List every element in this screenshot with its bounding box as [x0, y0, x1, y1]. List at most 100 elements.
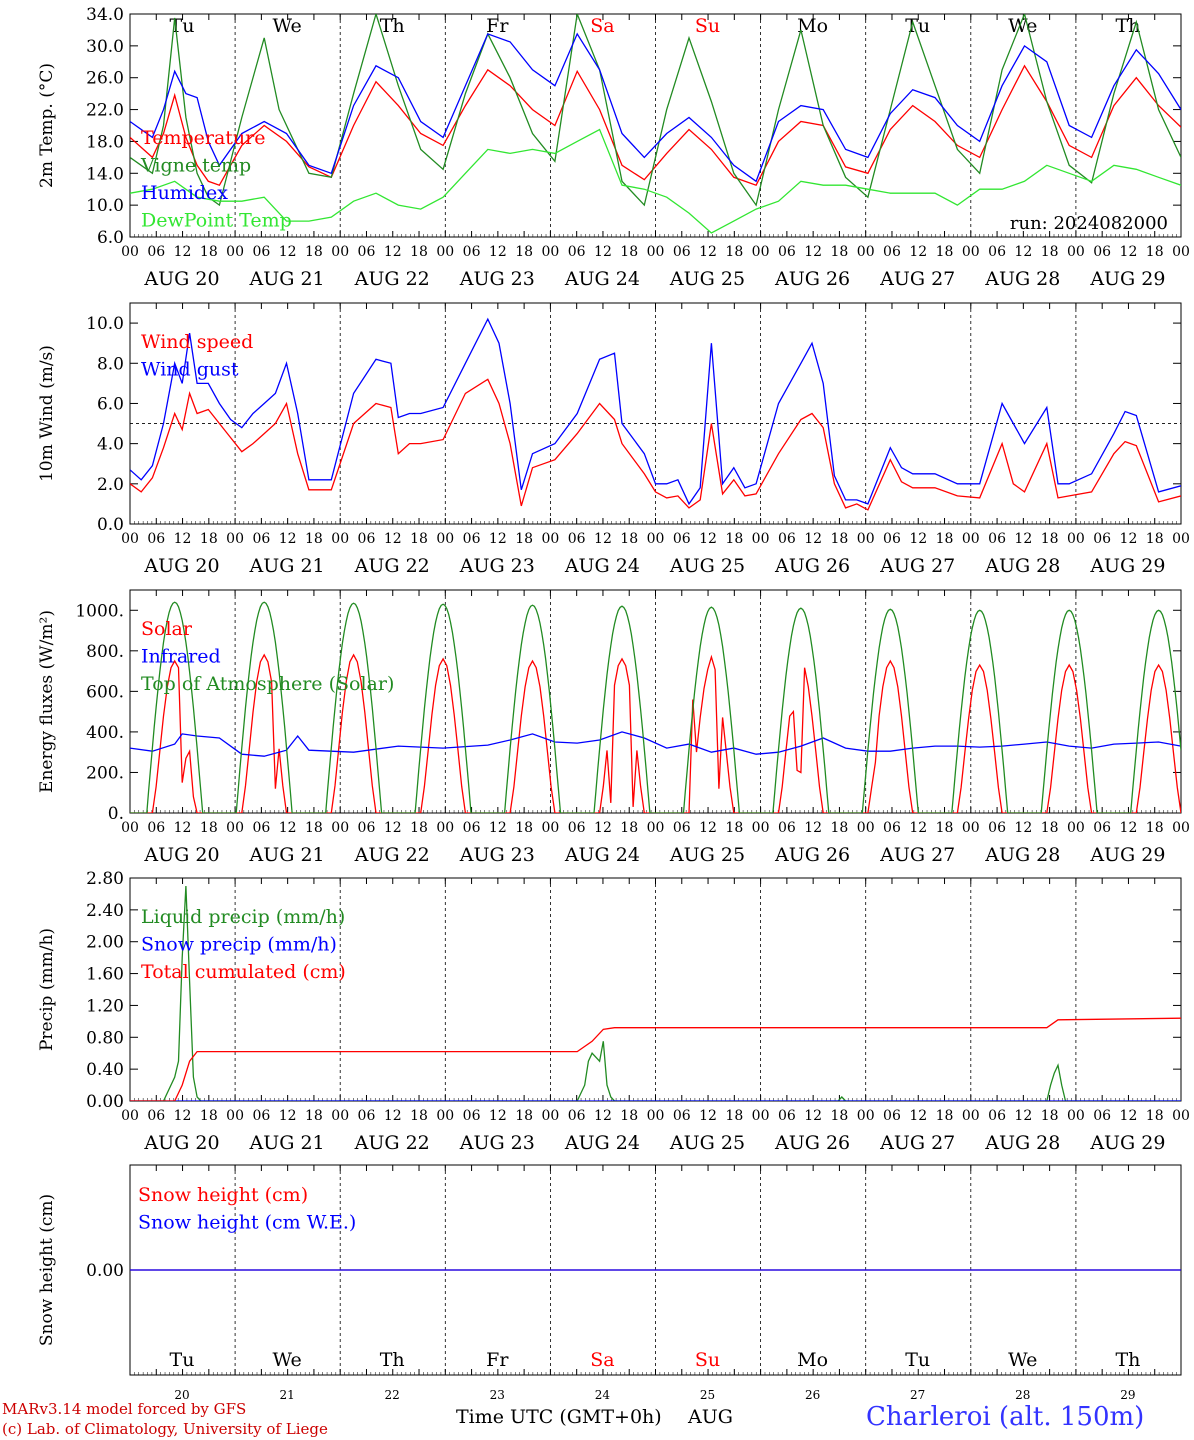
x-hour-label: 06 — [568, 244, 586, 260]
x-hour-label: 18 — [1041, 1108, 1059, 1124]
x-hour-label: 18 — [410, 820, 428, 836]
x-date-label: AUG 20 — [143, 555, 219, 577]
x-hour-label: 06 — [1093, 244, 1111, 260]
x-hour-label: 18 — [620, 820, 638, 836]
x-hour-label: 12 — [1120, 244, 1138, 260]
x-hour-label: 00 — [1067, 1108, 1085, 1124]
x-hour-label: 18 — [831, 531, 849, 547]
y-tick-label: 0.00 — [86, 1092, 124, 1112]
x-hour-label: 18 — [936, 531, 954, 547]
x-hour-label: 00 — [541, 820, 559, 836]
x-hour-label: 06 — [358, 531, 376, 547]
y-tick-label: 30.0 — [86, 37, 124, 57]
x-date-label: AUG 29 — [1089, 844, 1165, 866]
x-hour-label: 00 — [962, 1108, 980, 1124]
weekday-label: Th — [1115, 15, 1140, 37]
y-tick-label: 6.0 — [97, 394, 124, 414]
x-hour-label: 00 — [121, 531, 139, 547]
x-hour-label: 12 — [1014, 1108, 1032, 1124]
x-date-label: AUG 29 — [1089, 268, 1165, 290]
x-hour-label: 18 — [936, 1108, 954, 1124]
x-hour-label: 12 — [384, 820, 402, 836]
x-date-label: AUG 28 — [984, 555, 1060, 577]
x-hour-label: 06 — [252, 820, 270, 836]
x-hour-label: 18 — [620, 244, 638, 260]
x-hour-label: 18 — [1146, 244, 1164, 260]
weekday-label: Mo — [797, 15, 828, 37]
x-hour-label: 12 — [489, 531, 507, 547]
legend-entry: Infrared — [141, 646, 221, 668]
legend-entry: DewPoint Temp — [141, 210, 292, 232]
x-hour-label: 06 — [988, 820, 1006, 836]
x-hour-label: 12 — [804, 531, 822, 547]
legend-entry: Total cumulated (cm) — [141, 961, 346, 983]
x-hour-label: 00 — [647, 531, 665, 547]
x-hour-label: 06 — [1093, 1108, 1111, 1124]
x-date-label: AUG 24 — [564, 555, 640, 577]
y-tick-label: 1.20 — [86, 996, 124, 1016]
x-hour-label: 12 — [699, 531, 717, 547]
x-hour-label: 12 — [1120, 820, 1138, 836]
x-hour-label: 18 — [725, 1108, 743, 1124]
x-hour-label: 06 — [568, 1108, 586, 1124]
x-hour-label: 06 — [673, 1108, 691, 1124]
panel-snow: 0.00 Snow height (cm) Tu 20 We 21 Th 22 Fr 23 Sa 24… — [37, 1164, 1182, 1402]
legend-entry: Wind speed — [141, 331, 253, 353]
weekday-label: Th — [1115, 1349, 1140, 1371]
x-hour-label: 18 — [410, 1108, 428, 1124]
x-hour-label: 00 — [857, 244, 875, 260]
legend-entry: Humidex — [141, 182, 228, 204]
x-hour-label: 18 — [831, 1108, 849, 1124]
x-hour-label: 06 — [147, 820, 165, 836]
x-date-label: AUG 23 — [459, 844, 535, 866]
x-hour-label: 12 — [279, 531, 297, 547]
x-hour-label: 06 — [252, 1108, 270, 1124]
y-tick-label: 2.80 — [86, 869, 124, 889]
credit-line-1: MARv3.14 model forced by GFS — [2, 1400, 247, 1418]
x-hour-label: 18 — [410, 244, 428, 260]
x-hour-label: 06 — [358, 244, 376, 260]
x-hour-label: 00 — [331, 244, 349, 260]
day-number-label: 23 — [490, 1388, 505, 1402]
series-line-infrared — [130, 731, 1181, 757]
x-hour-label: 00 — [541, 531, 559, 547]
x-hour-label: 18 — [200, 531, 218, 547]
x-hour-label: 18 — [515, 244, 533, 260]
legend-entry: Snow height (cm W.E.) — [138, 1212, 356, 1234]
x-hour-label: 06 — [1093, 820, 1111, 836]
x-hour-label: 06 — [463, 244, 481, 260]
x-date-label: AUG 27 — [879, 555, 955, 577]
series-line-wind-gust — [130, 317, 1181, 506]
x-hour-label: 00 — [962, 531, 980, 547]
series-line-humidex — [130, 32, 1181, 183]
x-hour-label: 06 — [883, 1108, 901, 1124]
y-tick-label: 0.00 — [86, 1261, 124, 1281]
day-number-label: 26 — [805, 1388, 820, 1402]
x-hour-label: 06 — [252, 244, 270, 260]
x-date-label: AUG 24 — [564, 268, 640, 290]
x-date-label: AUG 24 — [564, 844, 640, 866]
x-date-label: AUG 29 — [1089, 1132, 1165, 1154]
x-hour-label: 18 — [200, 1108, 218, 1124]
weekday-label: Su — [695, 15, 720, 37]
x-hour-label: 00 — [226, 531, 244, 547]
x-hour-label: 06 — [988, 1108, 1006, 1124]
x-hour-label: 12 — [909, 1108, 927, 1124]
weekday-label: We — [1008, 1349, 1037, 1371]
weekday-label: Tu — [170, 1349, 195, 1371]
x-hour-label: 00 — [436, 244, 454, 260]
series-line-total-cumulated-cm- — [130, 1017, 1181, 1101]
x-date-label: AUG 29 — [1089, 555, 1165, 577]
x-hour-label: 06 — [778, 820, 796, 836]
x-hour-label: 06 — [147, 244, 165, 260]
weekday-label: Tu — [905, 15, 930, 37]
x-hour-label: 12 — [174, 1108, 192, 1124]
y-axis-label: 2m Temp. (°C) — [37, 63, 57, 188]
x-hour-label: 18 — [725, 820, 743, 836]
x-hour-label: 12 — [699, 820, 717, 836]
y-tick-label: 10.0 — [86, 196, 124, 216]
legend-entry: Temperature — [141, 127, 265, 149]
panel-precip: 0.00 0.40 0.80 1.20 1.60 2.00 2.40 2.80 Precip (… — [37, 869, 1190, 1154]
x-hour-label: 00 — [1172, 244, 1190, 260]
x-hour-label: 18 — [200, 244, 218, 260]
